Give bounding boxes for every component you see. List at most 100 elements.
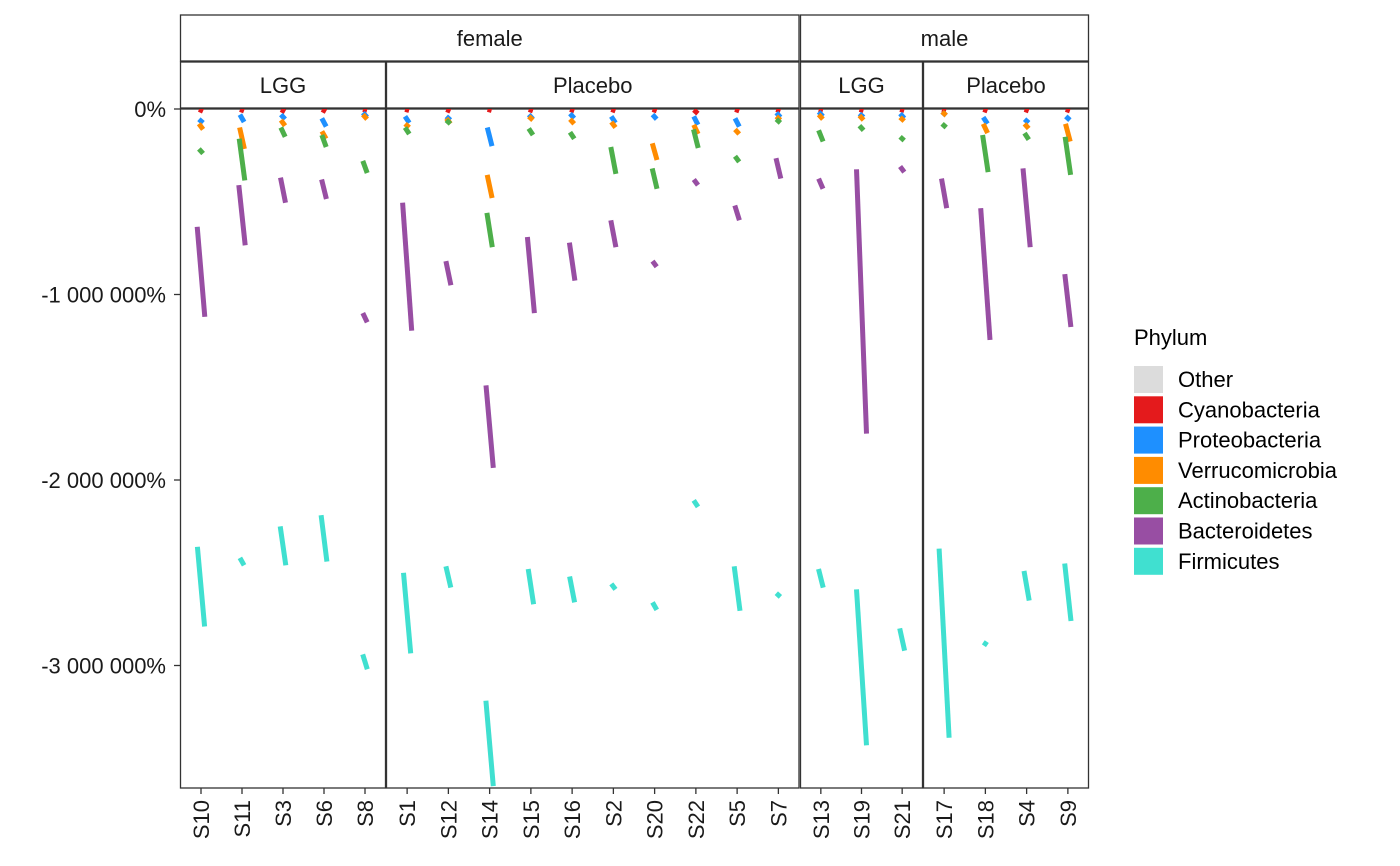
segment-cyanobacteria-s17 bbox=[941, 109, 947, 113]
segment-verrucomicrobia-s18 bbox=[980, 122, 990, 135]
segment-firmicutes-s19 bbox=[854, 589, 869, 746]
segment-verrucomicrobia-s17 bbox=[940, 109, 948, 118]
segment-cyanobacteria-s14 bbox=[486, 109, 493, 113]
segment-bacteroidetes-s11 bbox=[236, 184, 248, 246]
segment-verrucomicrobia-s3 bbox=[278, 118, 288, 128]
segment-cyanobacteria-s6 bbox=[320, 109, 328, 114]
segment-verrucomicrobia-s10 bbox=[196, 122, 206, 131]
facet-strips: female male LGG Placebo LGG Placebo bbox=[179, 14, 1090, 109]
y-tick-label: -3 000 000% bbox=[41, 654, 166, 679]
segment-bacteroidetes-s2 bbox=[608, 219, 619, 248]
segment-cyanobacteria-s20 bbox=[651, 109, 658, 114]
x-tick-label: S19 bbox=[850, 800, 875, 839]
segment-bacteroidetes-s15 bbox=[524, 236, 537, 314]
segment-proteobacteria-s4 bbox=[1022, 117, 1031, 125]
segment-verrucomicrobia-s20 bbox=[649, 142, 660, 161]
segment-firmicutes-s17 bbox=[936, 548, 952, 738]
x-tick-label: S4 bbox=[1015, 800, 1040, 827]
legend-key-bacteroidetes bbox=[1134, 517, 1163, 545]
legend-label-bacteroidetes: Bacteroidetes bbox=[1178, 519, 1313, 544]
strip-sub-label: LGG bbox=[260, 73, 306, 98]
segment-bacteroidetes-s13 bbox=[816, 177, 826, 190]
segment-firmicutes-s10 bbox=[194, 546, 208, 627]
segment-bacteroidetes-s8 bbox=[360, 312, 370, 324]
segment-verrucomicrobia-s5 bbox=[733, 127, 742, 136]
segment-bacteroidetes-s21 bbox=[898, 164, 907, 174]
x-tick-label: S11 bbox=[230, 800, 255, 838]
segment-proteobacteria-s9 bbox=[1064, 114, 1072, 122]
segment-actinobacteria-s13 bbox=[816, 129, 826, 143]
legend-key-verrucomicrobia bbox=[1134, 456, 1163, 484]
x-tick-label: S18 bbox=[973, 800, 998, 839]
x-tick-label: S13 bbox=[809, 800, 834, 839]
y-tick-label: -2 000 000% bbox=[41, 468, 166, 493]
legend-label-firmicutes: Firmicutes bbox=[1178, 549, 1279, 574]
segment-actinobacteria-s2 bbox=[608, 146, 619, 175]
segment-actinobacteria-s7 bbox=[774, 117, 783, 125]
segment-cyanobacteria-s5 bbox=[734, 109, 740, 114]
strip-sub-label: LGG bbox=[838, 73, 884, 98]
segment-proteobacteria-s6 bbox=[319, 117, 329, 128]
panel-border bbox=[385, 108, 800, 789]
strip-top-label: male bbox=[921, 26, 969, 51]
segment-verrucomicrobia-s2 bbox=[609, 120, 618, 130]
segment-firmicutes-s15 bbox=[525, 568, 537, 605]
strip-top-label: female bbox=[457, 26, 523, 51]
legend-key-firmicutes bbox=[1134, 547, 1163, 575]
facet-panels bbox=[179, 108, 1090, 789]
x-tick-label: S2 bbox=[601, 800, 626, 827]
strip-sub-box bbox=[922, 61, 1090, 109]
series-cyanobacteria bbox=[197, 109, 1071, 116]
segment-firmicutes-s6 bbox=[318, 514, 330, 562]
segment-actinobacteria-s9 bbox=[1062, 136, 1074, 176]
segment-verrucomicrobia-s11 bbox=[237, 126, 247, 150]
panel-border bbox=[179, 108, 387, 789]
series-firmicutes bbox=[194, 499, 1074, 787]
segment-proteobacteria-s14 bbox=[484, 126, 495, 147]
segment-actinobacteria-s22 bbox=[691, 128, 701, 149]
segment-cyanobacteria-s21 bbox=[899, 109, 905, 113]
segment-actinobacteria-s19 bbox=[857, 124, 866, 132]
x-tick-label: S7 bbox=[766, 800, 791, 827]
segment-firmicutes-s20 bbox=[650, 601, 659, 612]
segment-firmicutes-s8 bbox=[360, 653, 370, 670]
legend-key-cyanobacteria bbox=[1134, 396, 1163, 424]
segment-firmicutes-s14 bbox=[483, 700, 496, 787]
segment-actinobacteria-s15 bbox=[526, 127, 536, 137]
segment-actinobacteria-s6 bbox=[319, 134, 329, 148]
x-tick-label: S6 bbox=[312, 800, 337, 827]
x-tick-label: S16 bbox=[560, 800, 585, 839]
segment-firmicutes-s11 bbox=[237, 556, 247, 567]
legend-label-proteobacteria: Proteobacteria bbox=[1178, 428, 1322, 453]
segment-actinobacteria-s20 bbox=[649, 167, 660, 190]
strip-sub-box bbox=[799, 61, 924, 109]
segment-cyanobacteria-s18 bbox=[982, 109, 989, 114]
segment-cyanobacteria-s16 bbox=[569, 109, 575, 114]
segment-firmicutes-s22 bbox=[691, 499, 701, 509]
segment-proteobacteria-s2 bbox=[609, 115, 618, 125]
segment-actinobacteria-s12 bbox=[444, 118, 453, 126]
segment-actinobacteria-s10 bbox=[197, 147, 205, 156]
segment-cyanobacteria-s3 bbox=[279, 109, 287, 114]
strip-top-box bbox=[799, 14, 1090, 62]
segment-verrucomicrobia-s8 bbox=[361, 112, 369, 121]
segment-cyanobacteria-s10 bbox=[197, 109, 204, 114]
x-tick-label: S1 bbox=[395, 800, 420, 827]
segment-cyanobacteria-s12 bbox=[445, 109, 452, 114]
strip-sub-label: Placebo bbox=[966, 73, 1046, 98]
segment-bacteroidetes-s5 bbox=[732, 204, 742, 222]
panel-border bbox=[922, 108, 1090, 789]
y-axis: 0% -1 000 000% -2 000 000% -3 000 000% bbox=[41, 97, 180, 679]
segment-cyanobacteria-s8 bbox=[362, 109, 368, 113]
segment-verrucomicrobia-s15 bbox=[527, 114, 535, 122]
segment-firmicutes-s1 bbox=[401, 572, 414, 654]
segment-firmicutes-s21 bbox=[897, 627, 908, 652]
segment-proteobacteria-s11 bbox=[237, 113, 247, 124]
segment-verrucomicrobia-s9 bbox=[1063, 123, 1073, 143]
y-tick-label: 0% bbox=[134, 97, 166, 122]
segment-actinobacteria-s14 bbox=[484, 212, 495, 248]
segment-cyanobacteria-s13 bbox=[818, 109, 824, 113]
segment-bacteroidetes-s18 bbox=[978, 208, 993, 341]
x-tick-label: S9 bbox=[1056, 800, 1081, 827]
segment-proteobacteria-s10 bbox=[197, 117, 205, 125]
